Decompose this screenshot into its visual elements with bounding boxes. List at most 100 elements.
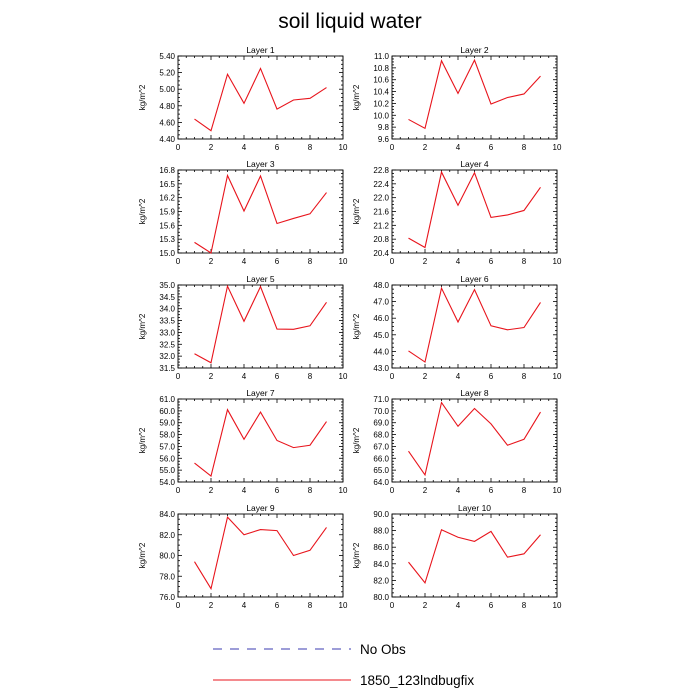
x-tick-label: 8 (308, 486, 313, 495)
y-tick-label: 5.40 (159, 52, 175, 61)
plot-frame (177, 513, 344, 598)
y-tick-label: 10.8 (373, 64, 389, 73)
x-tick-label: 8 (308, 601, 313, 610)
y-tick-label: 66.0 (373, 454, 389, 463)
x-tick-label: 4 (456, 143, 461, 152)
y-tick-label: 5.20 (159, 69, 175, 78)
x-tick-label: 2 (423, 143, 428, 152)
y-tick-label: 86.0 (373, 543, 389, 552)
panel-layer-8: Layer 8 64.0 65.0 66.0 67.0 68.0 69.0 70.0 71.0 0… (352, 388, 562, 495)
panel-title: Layer 10 (458, 503, 491, 513)
x-tick-label: 4 (242, 143, 247, 152)
y-tick-label: 21.2 (373, 221, 389, 230)
y-tick-label: 15.0 (159, 249, 175, 258)
y-tick-label: 5.00 (159, 85, 175, 94)
y-tick-label: 71.0 (373, 395, 389, 404)
y-tick-label: 78.0 (159, 572, 175, 581)
y-axis-label: kg/m^2 (138, 198, 147, 224)
chart-title: soil liquid water (278, 10, 422, 33)
x-tick-label: 10 (553, 143, 562, 152)
plot-frame (391, 169, 558, 254)
panel-layer-2: Layer 2 9.6 9.8 10.0 10.2 10.4 10.6 10.8 11.0 0 2 4… (352, 45, 562, 152)
x-tick-label: 0 (390, 486, 395, 495)
panel-title: Layer 5 (246, 274, 275, 284)
y-tick-label: 56.0 (159, 454, 175, 463)
x-tick-label: 4 (456, 601, 461, 610)
y-tick-label: 88.0 (373, 527, 389, 536)
y-tick-label: 80.0 (373, 593, 389, 602)
x-tick-label: 10 (553, 372, 562, 381)
x-tick-label: 8 (308, 257, 313, 266)
x-tick-label: 10 (553, 486, 562, 495)
y-tick-label: 22.0 (373, 194, 389, 203)
y-tick-label: 16.2 (159, 194, 175, 203)
y-tick-label: 58.0 (159, 431, 175, 440)
panel-title: Layer 1 (246, 45, 275, 55)
x-tick-label: 0 (176, 486, 181, 495)
panel-title: Layer 3 (246, 159, 275, 169)
y-tick-label: 65.0 (373, 466, 389, 475)
x-tick-label: 0 (176, 372, 181, 381)
y-tick-label: 54.0 (159, 478, 175, 487)
y-axis-label: kg/m^2 (138, 542, 147, 568)
y-tick-label: 20.4 (373, 249, 389, 258)
y-axis-label: kg/m^2 (138, 313, 147, 339)
y-tick-label: 22.8 (373, 166, 389, 175)
x-tick-label: 8 (522, 257, 527, 266)
y-tick-label: 10.4 (373, 88, 389, 97)
panel-title: Layer 6 (460, 274, 489, 284)
y-axis-label: kg/m^2 (352, 313, 361, 339)
x-tick-label: 8 (522, 486, 527, 495)
y-tick-label: 33.5 (159, 317, 175, 326)
y-tick-label: 68.0 (373, 431, 389, 440)
x-tick-label: 8 (308, 143, 313, 152)
plot-frame (391, 398, 558, 483)
y-tick-label: 84.0 (159, 510, 175, 519)
panel-layer-9: Layer 9 76.0 78.0 80.0 82.0 84.0 0 2 4 6 8 10 kg/m^2 (138, 503, 348, 610)
y-tick-label: 21.6 (373, 208, 389, 217)
series-line (408, 401, 541, 477)
x-tick-label: 2 (209, 486, 214, 495)
series-line (408, 529, 541, 585)
panel-layer-6: Layer 6 43.0 44.0 45.0 46.0 47.0 48.0 0 2 4 6 8 10 kg… (352, 274, 562, 381)
series-line (194, 284, 327, 364)
series-line (194, 515, 327, 591)
y-tick-label: 16.5 (159, 180, 175, 189)
x-tick-label: 10 (339, 143, 348, 152)
legend-item-1: No Obs (213, 642, 406, 657)
y-tick-label: 10.6 (373, 76, 389, 85)
y-tick-label: 84.0 (373, 560, 389, 569)
series-line (408, 170, 541, 249)
y-tick-label: 90.0 (373, 510, 389, 519)
y-tick-label: 10.2 (373, 99, 389, 108)
y-tick-label: 67.0 (373, 442, 389, 451)
x-tick-label: 10 (553, 601, 562, 610)
x-tick-label: 8 (522, 143, 527, 152)
y-tick-label: 48.0 (373, 281, 389, 290)
y-tick-label: 15.3 (159, 235, 175, 244)
panel-layer-5: Layer 5 31.5 32.0 32.5 33.0 33.5 34.0 34.5 35.0 0… (138, 274, 348, 381)
x-tick-label: 0 (176, 601, 181, 610)
panel-layer-3: Layer 3 15.0 15.3 15.6 15.9 16.2 16.5 16.8 0 2 4 6 8… (138, 159, 348, 266)
x-tick-label: 8 (522, 601, 527, 610)
x-tick-label: 8 (522, 372, 527, 381)
x-tick-label: 4 (242, 372, 247, 381)
panel-title: Layer 9 (246, 503, 275, 513)
y-tick-label: 34.5 (159, 293, 175, 302)
x-tick-label: 10 (339, 486, 348, 495)
x-tick-label: 6 (489, 486, 494, 495)
y-axis-label: kg/m^2 (352, 542, 361, 568)
plot-frame (177, 169, 344, 254)
panel-layer-10: Layer 10 80.0 82.0 84.0 86.0 88.0 90.0 0 2 4 6 8 10 k… (352, 503, 562, 610)
series-line (408, 58, 541, 130)
y-tick-label: 15.6 (159, 221, 175, 230)
x-tick-label: 0 (390, 257, 395, 266)
y-tick-label: 31.5 (159, 364, 175, 373)
series-line (194, 408, 327, 478)
y-tick-label: 32.0 (159, 352, 175, 361)
x-tick-label: 0 (176, 257, 181, 266)
y-axis-label: kg/m^2 (138, 84, 147, 110)
y-tick-label: 34.0 (159, 305, 175, 314)
x-tick-label: 2 (423, 257, 428, 266)
